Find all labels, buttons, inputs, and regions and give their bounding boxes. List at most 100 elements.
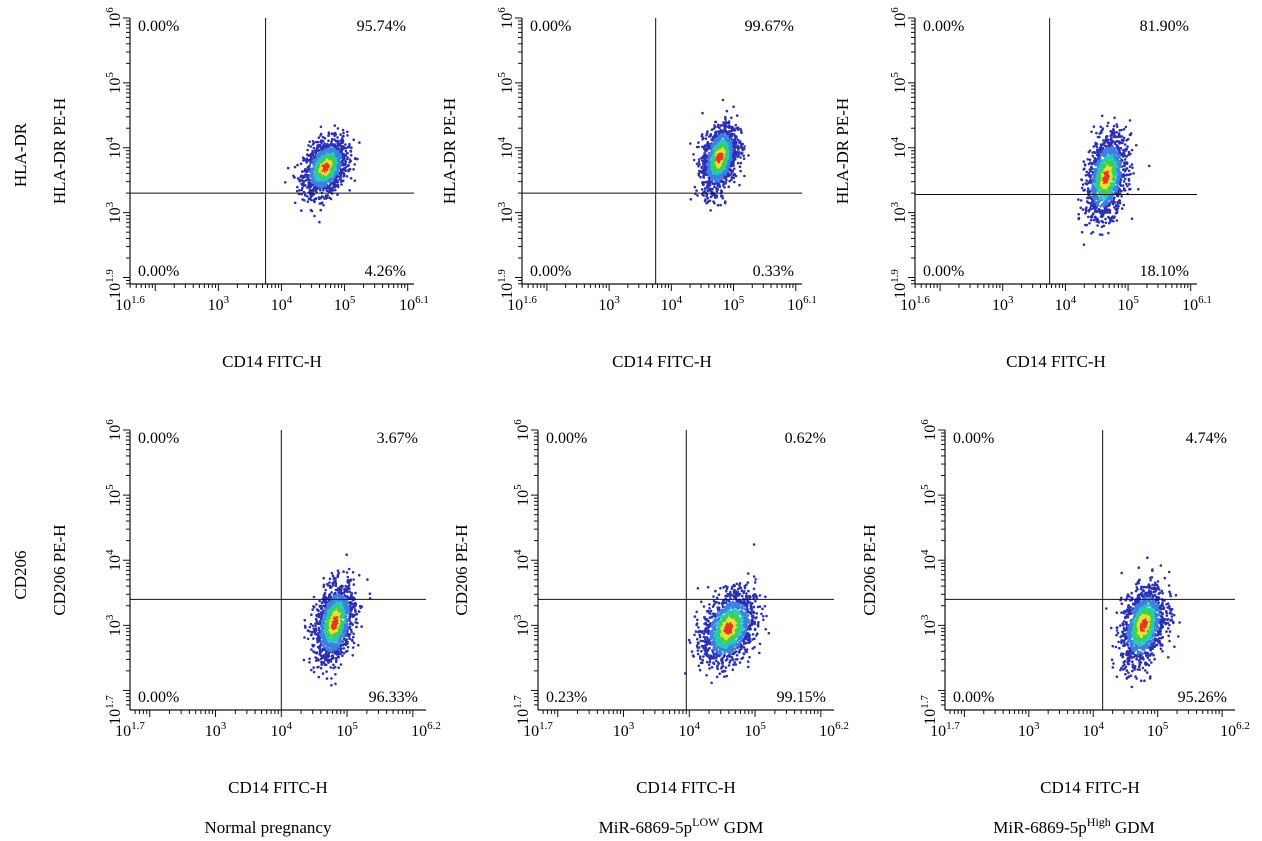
event-dot <box>330 147 333 150</box>
event-dot <box>1099 143 1103 146</box>
event-dot <box>350 630 353 634</box>
event-dot <box>344 146 348 150</box>
event-dot <box>1112 133 1116 136</box>
event-dot <box>319 189 322 192</box>
event-dot <box>1113 155 1117 158</box>
y-tick-label: 103 <box>104 201 124 223</box>
event-dot <box>1115 151 1119 154</box>
event-dot <box>1095 195 1099 198</box>
event-dot <box>312 158 316 162</box>
event-dot <box>1100 181 1104 184</box>
event-dot <box>1098 196 1102 199</box>
event-dot <box>1093 151 1097 154</box>
event-dot <box>319 186 323 189</box>
event-dot <box>1122 180 1126 183</box>
event-dot <box>353 163 357 166</box>
event-dot <box>316 160 320 163</box>
event-dot <box>723 201 727 205</box>
event-dot <box>714 194 717 197</box>
event-dot <box>722 151 726 155</box>
event-dot <box>721 98 725 102</box>
event-dot <box>296 177 300 180</box>
event-dot <box>340 180 343 184</box>
event-dot <box>711 156 714 159</box>
event-dot <box>733 134 737 137</box>
event-dot <box>1077 198 1080 201</box>
event-dot <box>317 675 321 679</box>
event-dot <box>1102 186 1105 189</box>
event-dot <box>720 173 723 176</box>
event-dot <box>357 573 361 577</box>
event-dot <box>1117 132 1121 135</box>
event-dot <box>1110 184 1113 188</box>
event-dot <box>341 141 344 145</box>
event-dot <box>312 595 316 599</box>
quadrant-ll-percent: 0.00% <box>923 263 964 280</box>
event-dot <box>728 179 731 183</box>
y-axis-title: HLA-DR PE-H <box>50 98 69 204</box>
event-dot <box>308 140 312 143</box>
event-dot <box>1100 215 1104 219</box>
event-dot <box>708 184 711 187</box>
event-dot <box>1096 210 1099 213</box>
event-dot <box>333 665 337 669</box>
x-tick-label: 104 <box>1055 294 1077 314</box>
event-dot <box>718 154 721 158</box>
event-dot <box>1088 174 1091 178</box>
event-dot <box>700 156 703 160</box>
event-dot <box>1123 143 1127 146</box>
event-dot <box>349 153 353 157</box>
event-dot <box>702 183 705 186</box>
event-dot <box>717 166 720 169</box>
event-dot <box>729 142 733 145</box>
event-dot <box>331 189 335 192</box>
event-dot <box>336 139 340 143</box>
event-dot <box>714 133 718 137</box>
event-dot <box>321 146 325 150</box>
event-dot <box>1095 131 1098 135</box>
event-dot <box>739 129 743 133</box>
event-dot <box>325 677 329 680</box>
event-dot <box>306 148 309 152</box>
event-dot <box>330 684 333 687</box>
event-dot <box>732 105 735 108</box>
event-dot <box>733 139 736 143</box>
event-dot <box>723 161 726 165</box>
event-dot <box>351 654 355 657</box>
event-dot <box>1091 200 1094 203</box>
event-dot <box>1110 164 1114 168</box>
event-dot <box>1094 201 1097 204</box>
event-dot <box>1112 220 1115 223</box>
y-tick-label: 106 <box>496 7 516 29</box>
event-dot <box>1086 189 1090 193</box>
event-dot <box>739 161 743 165</box>
event-dot <box>1128 188 1131 191</box>
event-dot <box>333 168 337 172</box>
event-dot <box>338 178 341 181</box>
event-dot <box>700 133 704 136</box>
quadrant-ul-percent: 0.00% <box>530 18 571 35</box>
event-dot <box>1105 153 1108 156</box>
event-dot <box>1092 212 1095 215</box>
event-dot <box>712 200 715 203</box>
event-dot <box>342 145 345 149</box>
event-dot <box>324 181 328 184</box>
y-tick-label: 105 <box>889 72 909 94</box>
y-tick-label: 101.9 <box>889 269 909 299</box>
event-dot <box>711 172 715 175</box>
event-dot <box>298 189 301 192</box>
event-dot <box>322 189 325 192</box>
event-dot <box>1079 206 1082 210</box>
event-dot <box>697 165 700 168</box>
event-dot <box>716 188 720 191</box>
event-dot <box>1110 131 1114 134</box>
event-dot <box>701 111 704 115</box>
event-dot <box>739 146 742 149</box>
event-dot <box>730 116 733 120</box>
event-dot <box>1109 182 1113 185</box>
flow-plot-panel: 101.6 103 104 105 106.1101.91031041051060.00… <box>50 7 429 371</box>
event-dot <box>723 157 727 161</box>
event-dot <box>1090 130 1093 134</box>
event-dot <box>1116 170 1119 173</box>
event-dot <box>301 156 305 159</box>
